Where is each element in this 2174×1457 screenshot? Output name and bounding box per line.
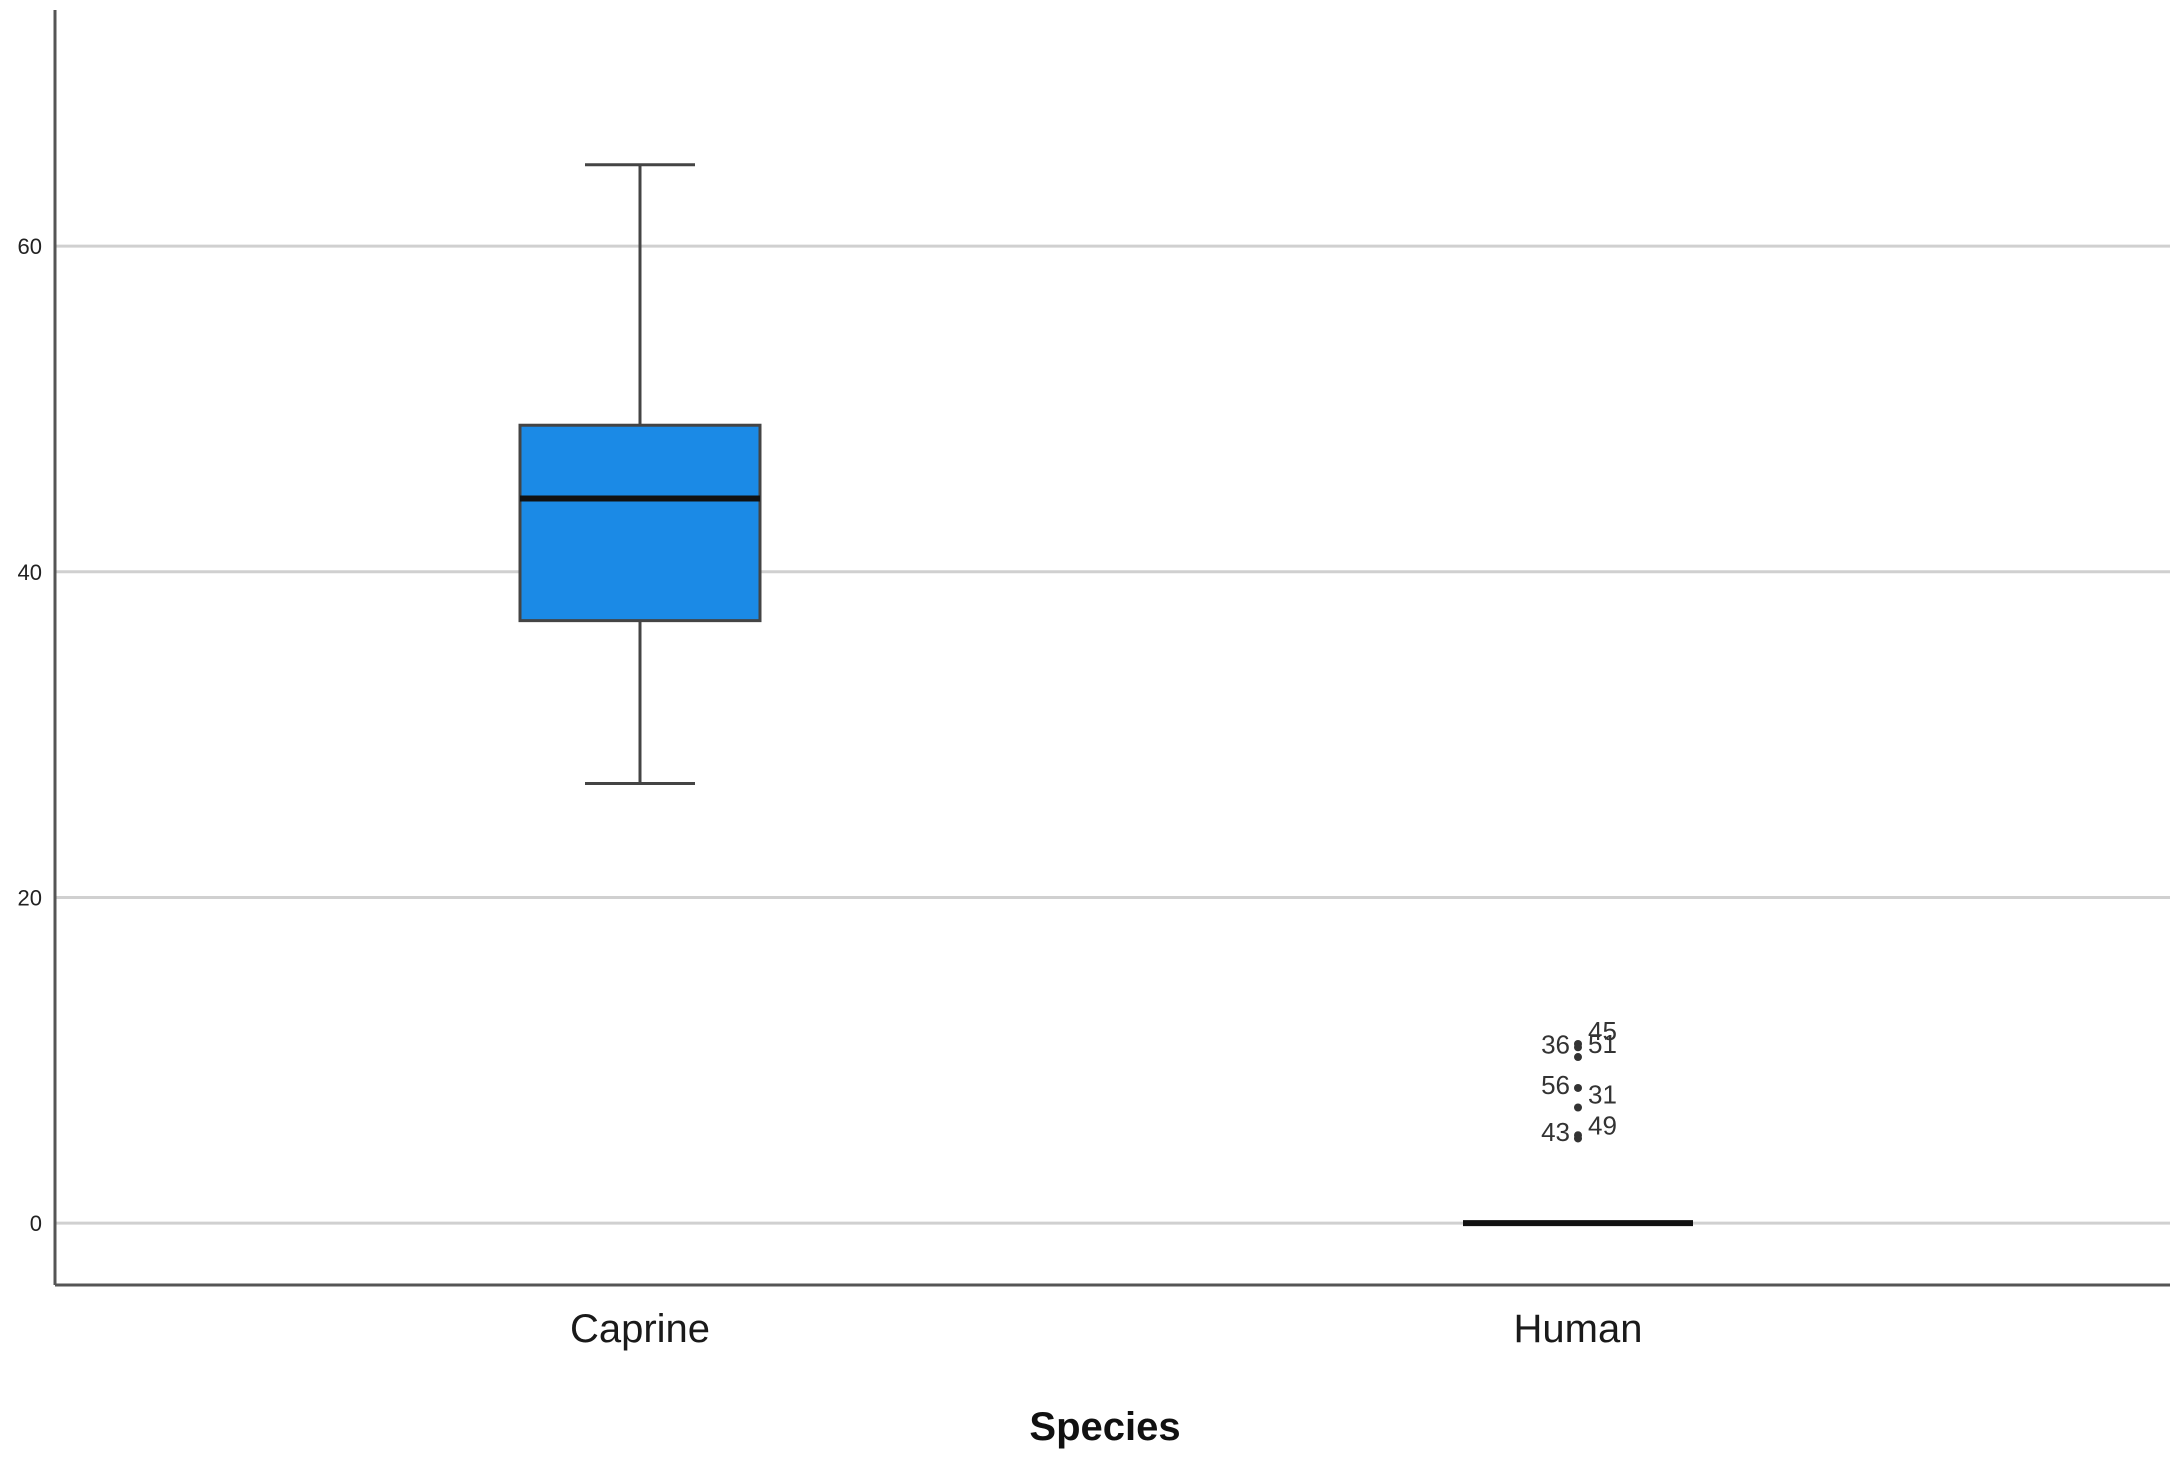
outlier-label-36: 36 — [1541, 1029, 1570, 1059]
outlier-point-31 — [1574, 1103, 1582, 1112]
outlier-label-45: 45 — [1588, 1016, 1617, 1046]
outlier-point-36 — [1574, 1043, 1582, 1052]
box-group-human: 45 36 51 56 31 43 49 — [1463, 1016, 1693, 1227]
gridlines — [55, 244, 2170, 1225]
outlier-label-49: 49 — [1588, 1110, 1617, 1140]
outlier-point-56 — [1574, 1083, 1582, 1092]
y-tick-label-0: 0 — [30, 1211, 42, 1236]
outlier-label-31: 31 — [1588, 1080, 1617, 1110]
axes — [53, 10, 2170, 1287]
box-group-caprine — [518, 163, 762, 785]
outlier-label-56: 56 — [1541, 1070, 1570, 1100]
category-label-human: Human — [1514, 1307, 1643, 1351]
iqr-box — [518, 423, 762, 623]
outlier-label-51: 51 — [1588, 1029, 1617, 1059]
outlier-point-49 — [1574, 1134, 1582, 1143]
y-tick-labels: 0 20 40 60 — [18, 234, 42, 1236]
outlier-point-51 — [1574, 1053, 1582, 1062]
y-tick-label-20: 20 — [18, 885, 42, 910]
outlier-label-43: 43 — [1541, 1117, 1570, 1147]
category-label-caprine: Caprine — [570, 1307, 710, 1351]
category-labels: Caprine Human — [570, 1307, 1643, 1351]
x-axis-title: Species — [1029, 1405, 1180, 1449]
y-tick-label-40: 40 — [18, 560, 42, 585]
y-tick-label-60: 60 — [18, 234, 42, 259]
boxes: 45 36 51 56 31 43 49 — [518, 163, 1693, 1227]
